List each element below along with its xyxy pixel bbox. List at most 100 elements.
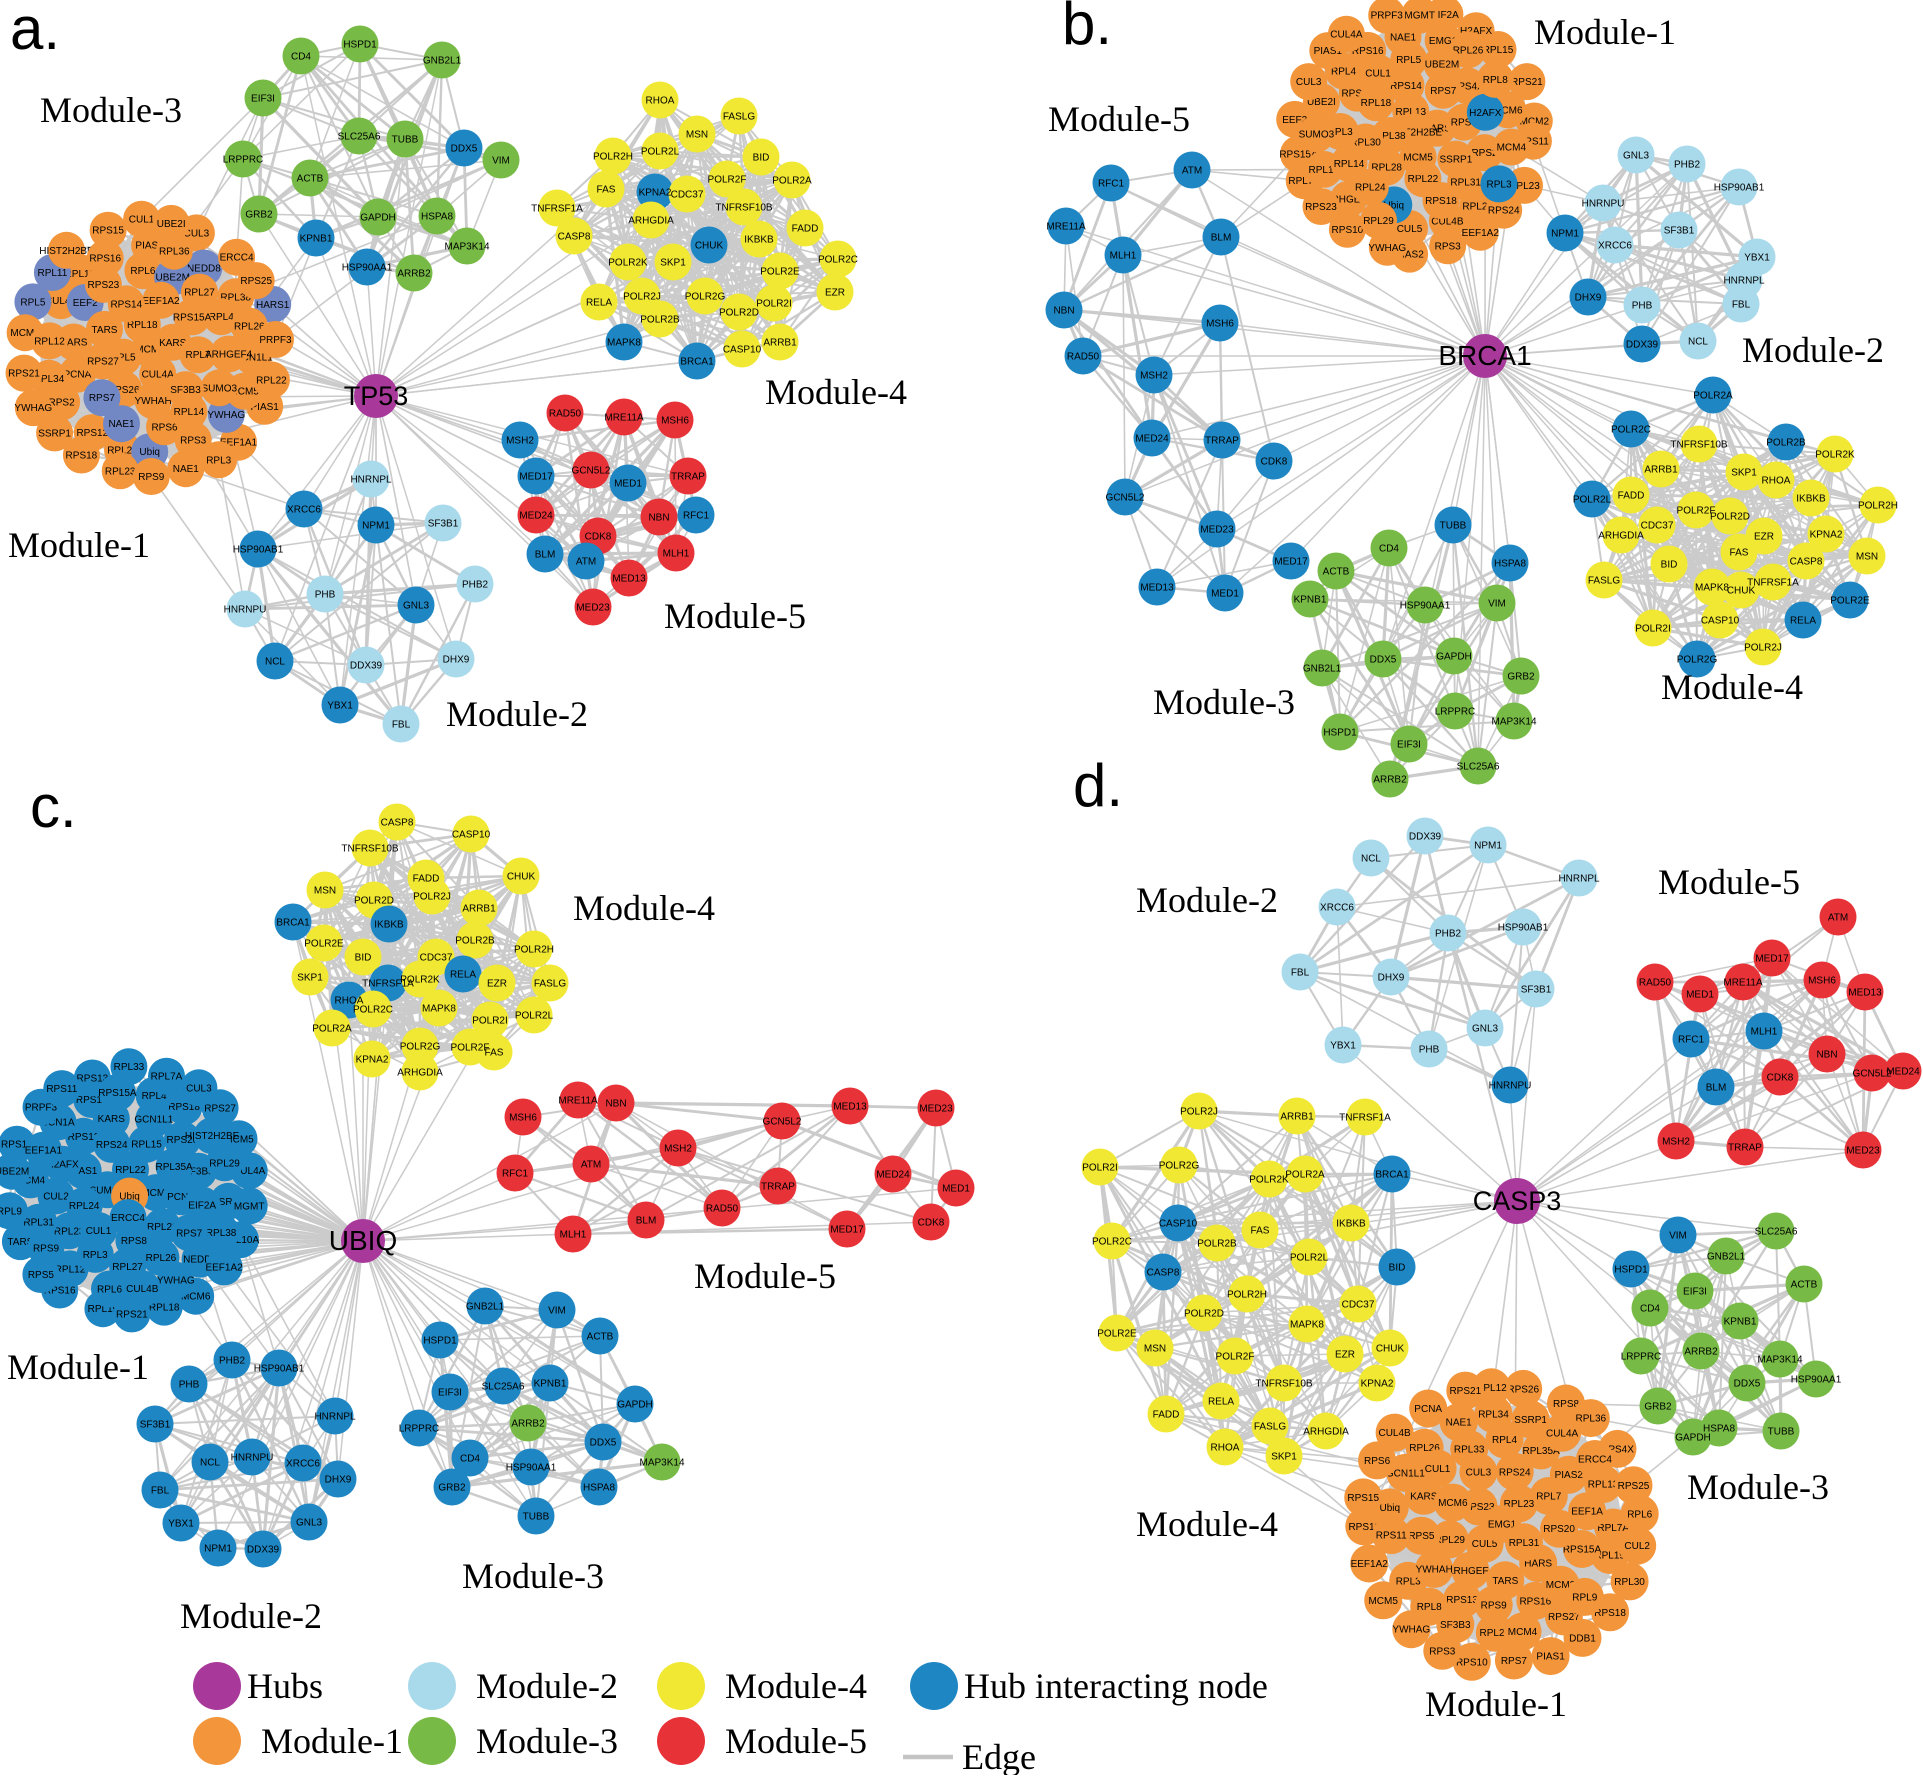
svg-text:DDX5: DDX5	[451, 144, 478, 155]
svg-text:POLR2E: POLR2E	[304, 939, 344, 950]
svg-text:FASLG: FASLG	[723, 112, 755, 123]
svg-text:NPM1: NPM1	[204, 1544, 232, 1555]
svg-text:RPL24: RPL24	[1355, 183, 1386, 194]
svg-text:EEF1A1: EEF1A1	[25, 1146, 63, 1157]
svg-text:RPL3: RPL3	[1486, 179, 1511, 190]
svg-text:RPS16: RPS16	[89, 254, 121, 265]
svg-text:PHB: PHB	[315, 590, 336, 601]
svg-text:CUL1: CUL1	[1365, 68, 1391, 79]
svg-text:d.: d.	[1073, 752, 1123, 819]
svg-text:TUBB: TUBB	[523, 1512, 550, 1523]
svg-text:BID: BID	[1661, 560, 1678, 571]
svg-text:POLR2E: POLR2E	[1097, 1329, 1137, 1340]
svg-text:RPL14: RPL14	[1334, 159, 1365, 170]
svg-text:RPL31: RPL31	[1450, 178, 1481, 189]
svg-text:SUMO3: SUMO3	[202, 383, 238, 394]
svg-text:MAP3K14: MAP3K14	[1491, 717, 1536, 728]
svg-text:MSH2: MSH2	[1662, 1137, 1690, 1148]
svg-text:POLR2A: POLR2A	[1285, 1170, 1325, 1181]
svg-text:c.: c.	[30, 773, 77, 840]
svg-text:SKP1: SKP1	[660, 258, 686, 269]
svg-text:BLM: BLM	[1706, 1083, 1727, 1094]
svg-text:MED1: MED1	[1211, 589, 1239, 600]
svg-text:CHUK: CHUK	[1376, 1344, 1405, 1355]
svg-text:MED13: MED13	[1848, 988, 1882, 999]
svg-text:HSP90AA1: HSP90AA1	[506, 1463, 557, 1474]
svg-text:RPL4: RPL4	[1492, 1435, 1517, 1446]
svg-text:TNFRSF10B: TNFRSF10B	[1255, 1379, 1313, 1390]
svg-text:DDX5: DDX5	[590, 1438, 617, 1449]
svg-text:YWHAG: YWHAG	[157, 1276, 195, 1287]
svg-text:KPNA2: KPNA2	[356, 1055, 389, 1066]
svg-text:RAD50: RAD50	[706, 1204, 739, 1215]
svg-text:CUL5: CUL5	[1397, 224, 1423, 235]
svg-text:POLR2G: POLR2G	[1159, 1161, 1200, 1172]
svg-text:CD4: CD4	[291, 52, 311, 63]
svg-text:KPNB1: KPNB1	[1294, 595, 1327, 606]
svg-text:GRB2: GRB2	[245, 210, 273, 221]
svg-text:CUL1: CUL1	[129, 215, 155, 226]
svg-text:MSH2: MSH2	[664, 1144, 692, 1155]
svg-text:RPL18: RPL18	[127, 320, 158, 331]
svg-text:SUMO3: SUMO3	[1299, 129, 1335, 140]
svg-text:HARS1: HARS1	[256, 300, 290, 311]
svg-text:CDC37: CDC37	[671, 190, 704, 201]
svg-text:POLR2J: POLR2J	[413, 892, 451, 903]
svg-text:MED24: MED24	[1886, 1067, 1920, 1078]
svg-text:IKBKB: IKBKB	[1336, 1219, 1366, 1230]
svg-text:EZR: EZR	[1335, 1350, 1355, 1361]
svg-text:CDC37: CDC37	[1342, 1300, 1375, 1311]
svg-text:RPS2: RPS2	[49, 398, 76, 409]
svg-text:POLR2K: POLR2K	[608, 258, 648, 269]
svg-text:DHX9: DHX9	[443, 655, 470, 666]
svg-text:FASLG: FASLG	[1588, 576, 1620, 587]
svg-text:CASP10: CASP10	[1701, 616, 1740, 627]
svg-text:FADD: FADD	[1153, 1410, 1180, 1421]
svg-text:CDK8: CDK8	[918, 1218, 945, 1229]
svg-text:PCNA: PCNA	[64, 370, 92, 381]
svg-text:HSPD1: HSPD1	[1614, 1265, 1648, 1276]
svg-text:MED23: MED23	[1846, 1146, 1880, 1157]
svg-text:Module-2: Module-2	[476, 1666, 618, 1706]
svg-text:POLR2L: POLR2L	[1290, 1253, 1329, 1264]
svg-text:DHX9: DHX9	[1378, 973, 1405, 984]
svg-text:SF3B3: SF3B3	[170, 385, 201, 396]
svg-text:HNRNPL: HNRNPL	[1723, 276, 1765, 287]
svg-text:MED24: MED24	[1135, 434, 1169, 445]
svg-text:MAP3K14: MAP3K14	[444, 242, 489, 253]
svg-text:GNL3: GNL3	[1623, 151, 1650, 162]
svg-text:YBX1: YBX1	[327, 701, 353, 712]
svg-text:LRPPRC: LRPPRC	[399, 1424, 440, 1435]
svg-text:NEDD8: NEDD8	[187, 264, 221, 275]
svg-text:RAD50: RAD50	[1067, 352, 1100, 363]
svg-text:GCN5L2: GCN5L2	[572, 466, 611, 477]
svg-text:MLH1: MLH1	[663, 549, 690, 560]
svg-text:UBE2M: UBE2M	[0, 1167, 29, 1178]
svg-text:KPNA2: KPNA2	[639, 188, 672, 199]
svg-text:NPM1: NPM1	[362, 521, 390, 532]
svg-text:MLH1: MLH1	[1751, 1027, 1778, 1038]
svg-text:KARS: KARS	[1410, 1491, 1438, 1502]
svg-text:POLR2E: POLR2E	[1830, 596, 1870, 607]
svg-text:RPL15: RPL15	[131, 1140, 162, 1151]
svg-text:CUL2: CUL2	[1624, 1541, 1650, 1552]
svg-text:EIF3I: EIF3I	[1397, 740, 1421, 751]
svg-text:ACTB: ACTB	[1791, 1280, 1818, 1291]
svg-text:POLR2C: POLR2C	[1611, 425, 1651, 436]
svg-text:RPS25: RPS25	[1618, 1481, 1650, 1492]
svg-text:Module-2: Module-2	[1136, 880, 1278, 920]
svg-text:RPS9: RPS9	[1481, 1600, 1508, 1611]
svg-text:POLR2G: POLR2G	[1677, 655, 1718, 666]
svg-text:PHB2: PHB2	[462, 580, 489, 591]
svg-text:RFC1: RFC1	[1678, 1035, 1705, 1046]
svg-text:RPS13: RPS13	[1446, 1595, 1478, 1606]
svg-text:POLR2I: POLR2I	[472, 1016, 508, 1027]
svg-text:BLM: BLM	[535, 550, 556, 561]
svg-text:GNL3: GNL3	[403, 601, 430, 612]
svg-text:FADD: FADD	[792, 224, 819, 235]
svg-text:NBN: NBN	[648, 513, 669, 524]
svg-text:MGMT: MGMT	[1404, 11, 1435, 22]
svg-text:POLR2D: POLR2D	[719, 308, 759, 319]
svg-text:Module-4: Module-4	[1136, 1504, 1278, 1544]
svg-text:HSP90AB1: HSP90AB1	[1498, 923, 1549, 934]
